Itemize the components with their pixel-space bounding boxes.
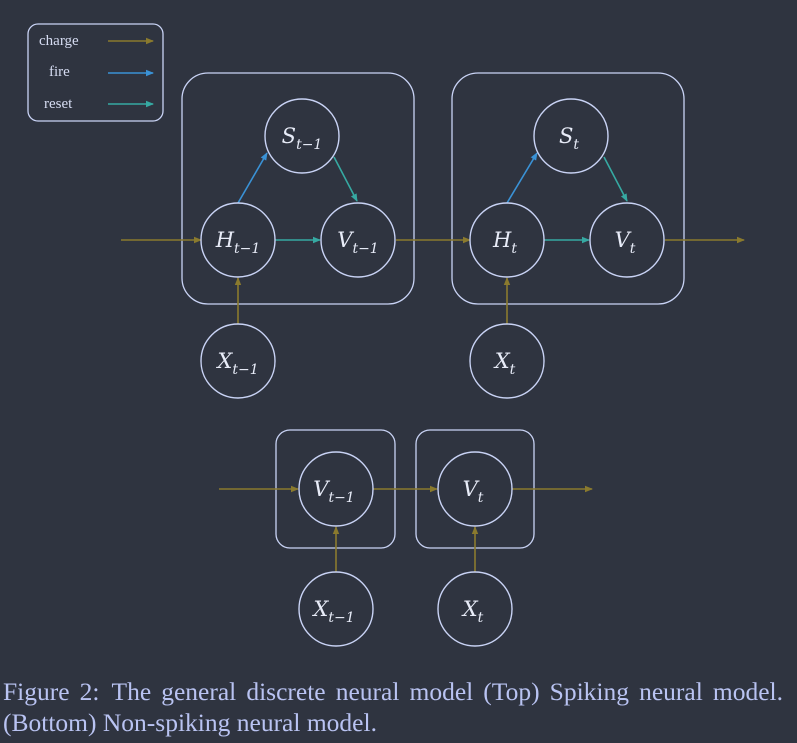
time-step-box-current (451, 72, 685, 305)
fire-arrow-h-prev-to-s-prev (237, 152, 268, 204)
svg-text:Ht−1: Ht−1 (215, 228, 261, 257)
node-label: V (337, 228, 354, 252)
svg-text:Ht: Ht (492, 228, 517, 257)
node-x-cur: Xt (437, 571, 513, 647)
node-s-cur: St (533, 98, 609, 174)
node-x-prev: Xt−1 (200, 323, 276, 399)
svg-text:Xt−1: Xt−1 (311, 597, 354, 626)
svg-text:St: St (559, 124, 579, 153)
node-subscript: t (511, 241, 517, 257)
node-label: X (215, 349, 233, 373)
svg-text:St−1: St−1 (282, 124, 323, 153)
node-v-cur: Vt (437, 451, 513, 527)
node-label: H (215, 228, 235, 252)
bottom-diagram-non-spiking: Vt−1 Xt−1 Vt Xt (219, 429, 593, 647)
node-subscript: t−1 (328, 490, 354, 506)
legend-label-fire: fire (49, 64, 70, 80)
legend-label-reset: reset (44, 96, 73, 112)
top-diagram-spiking: Ht−1 St−1 Vt−1 Xt−1 Ht (121, 72, 745, 399)
node-label: S (282, 124, 296, 148)
legend-box (27, 23, 164, 122)
svg-text:Xt: Xt (493, 349, 516, 378)
node-subscript: t (478, 490, 484, 506)
svg-text:Vt: Vt (463, 477, 484, 506)
legend-label-charge: charge (39, 33, 79, 49)
node-label: V (313, 477, 330, 501)
node-s-prev: St−1 (264, 98, 340, 174)
svg-text:Xt−1: Xt−1 (215, 349, 258, 378)
svg-text:Vt−1: Vt−1 (337, 228, 378, 257)
node-subscript: t−1 (352, 241, 378, 257)
node-subscript: t−1 (296, 137, 322, 153)
node-h-cur: Ht (469, 202, 545, 278)
node-label: V (615, 228, 632, 252)
node-label: X (461, 597, 479, 621)
reset-arrow-s-cur-to-v-cur (603, 156, 628, 202)
node-subscript: t−1 (234, 241, 260, 257)
node-subscript: t (478, 610, 484, 626)
legend: charge fire reset (27, 23, 164, 122)
figure-caption: Figure 2: The general discrete neural mod… (3, 676, 783, 738)
reset-arrow-s-prev-to-v-prev (333, 156, 358, 202)
node-subscript: t (630, 241, 636, 257)
node-label: V (463, 477, 480, 501)
node-x-cur: Xt (469, 323, 545, 399)
node-label: H (492, 228, 512, 252)
svg-text:Vt: Vt (615, 228, 636, 257)
svg-text:Xt: Xt (461, 597, 484, 626)
caption-text: The general discrete neural model (Top) … (3, 677, 783, 737)
node-label: X (493, 349, 511, 373)
node-subscript: t−1 (232, 362, 258, 378)
svg-text:Vt−1: Vt−1 (313, 477, 354, 506)
node-h-prev: Ht−1 (200, 202, 276, 278)
figure-number: Figure 2: (3, 677, 100, 706)
node-v-prev: Vt−1 (320, 202, 396, 278)
fire-arrow-h-cur-to-s-cur (506, 152, 538, 204)
node-label: X (311, 597, 329, 621)
time-step-box-prev (181, 72, 415, 305)
node-x-prev: Xt−1 (298, 571, 374, 647)
node-subscript: t (510, 362, 516, 378)
node-v-cur: Vt (589, 202, 665, 278)
node-subscript: t−1 (328, 610, 354, 626)
node-label: S (559, 124, 573, 148)
node-v-prev: Vt−1 (298, 451, 374, 527)
node-subscript: t (573, 137, 579, 153)
